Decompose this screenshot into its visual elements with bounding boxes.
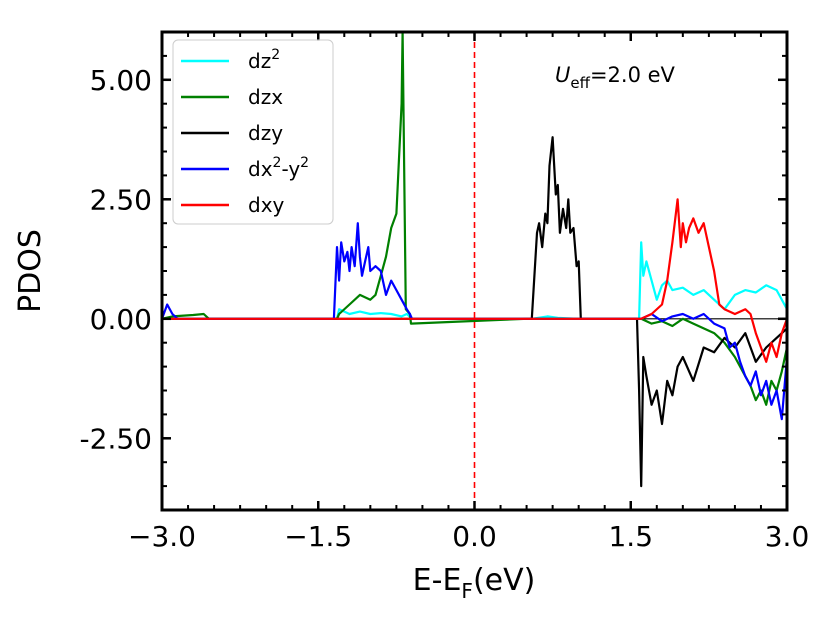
y-tick-label: 2.50 xyxy=(90,183,152,216)
y-tick-label: -2.50 xyxy=(80,422,152,455)
x-tick-label: 1.5 xyxy=(608,520,653,553)
legend-label: dzy xyxy=(248,121,283,145)
series-line-4 xyxy=(162,198,787,363)
y-tick-label: 0.00 xyxy=(90,303,152,336)
tick-layer: −3.0 −1.5 0.0 1.5 3.0 -2.50 0.00 2.50 5.00 xyxy=(80,31,810,553)
x-tick-label: −3.0 xyxy=(128,520,196,553)
legend-label: dz2 xyxy=(248,47,280,73)
x-tick-label: 0.0 xyxy=(452,520,497,553)
series-layer xyxy=(162,32,787,488)
legend-label: dx2-y2 xyxy=(248,155,309,181)
legend-label: dzx xyxy=(248,85,283,109)
x-tick-label: −1.5 xyxy=(284,520,352,553)
y-tick-label: 5.00 xyxy=(90,64,152,97)
ueff-annotation: Ueff=2.0 eV xyxy=(555,63,676,92)
plot-frame xyxy=(160,30,789,512)
y-axis-label: PDOS xyxy=(13,229,48,313)
legend-box xyxy=(172,39,334,225)
legend: dz2 dzx dzy dx2-y2 dxy xyxy=(172,39,334,225)
series-line-3 xyxy=(162,222,787,421)
x-axis-label: E-EF(eV) xyxy=(413,563,536,603)
x-tick-label: 3.0 xyxy=(765,520,810,553)
legend-label: dxy xyxy=(248,193,285,217)
